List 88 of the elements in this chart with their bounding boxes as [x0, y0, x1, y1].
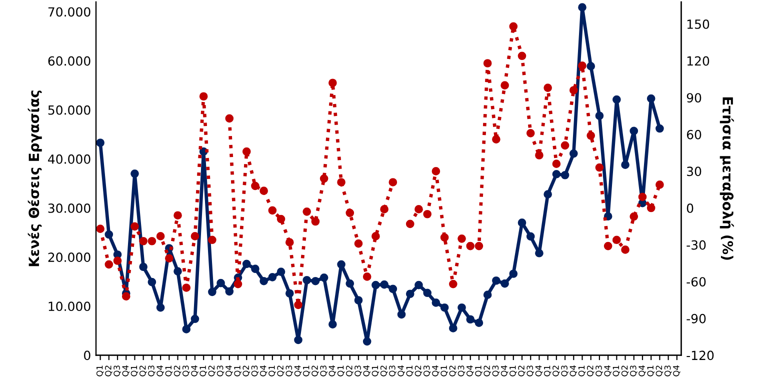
x-tick-label: Q1: [510, 366, 517, 376]
x-tick-label: Q3: [114, 366, 121, 376]
x-tick-label: Q4: [570, 365, 578, 376]
x-tick-label: Q2: [242, 366, 250, 376]
x-tick-label: Q2: [139, 366, 147, 376]
y2-tick-label: -120: [686, 350, 714, 360]
y2-tick-label: -30: [686, 240, 706, 250]
y-tick-label: 40.000: [48, 154, 90, 164]
x-tick-label: Q3: [458, 366, 466, 376]
x-tick-label: Q4: [604, 365, 612, 376]
x-tick-label: Q4: [294, 365, 302, 376]
y2-tick-label: 120: [687, 56, 710, 66]
x-tick-label: Q4: [122, 365, 130, 376]
x-tick-label: Q2: [277, 366, 284, 376]
x-tick-label: Q1: [440, 366, 448, 376]
x-tick-label: Q4: [191, 365, 198, 376]
y2-axis-title: Ετήσια μεταβολή (%): [720, 97, 734, 260]
x-tick-label: Q3: [423, 366, 431, 376]
x-tick-label: Q4: [398, 365, 405, 376]
x-tick-label: Q2: [518, 366, 526, 376]
y2-tick-label: -60: [686, 277, 706, 287]
y-tick-label: 50.000: [48, 105, 90, 115]
x-tick-label: Q1: [234, 366, 242, 376]
x-tick-label: Q3: [216, 366, 224, 376]
y-tick-label: 20.000: [48, 252, 90, 262]
y-tick-label: 0: [84, 350, 90, 360]
x-tick-label: Q3: [630, 366, 638, 376]
x-tick-label: Q4: [432, 365, 440, 376]
y2-tick-label: 30: [687, 166, 702, 176]
x-tick-label: Q3: [148, 366, 156, 376]
x-tick-label: Q2: [174, 366, 182, 376]
x-tick-label: Q3: [389, 366, 396, 376]
x-tick-label: Q1: [612, 366, 620, 376]
x-tick-label: Q1: [200, 366, 207, 376]
x-tick-label: Q1: [337, 366, 345, 376]
x-tick-label: Q4: [363, 365, 370, 376]
y2-tick-label: 0: [686, 203, 694, 213]
x-tick-label: Q1: [165, 366, 173, 376]
y-tick-label: 10.000: [48, 302, 90, 312]
x-tick-label: Q2: [621, 366, 629, 376]
x-tick-label: Q1: [544, 366, 552, 376]
x-tick-label: Q2: [346, 366, 354, 376]
x-tick-label: Q3: [664, 366, 672, 376]
x-tick-label: Q3: [320, 366, 328, 376]
x-tick-label: Q3: [182, 366, 190, 376]
x-tick-label: Q1: [475, 366, 482, 376]
x-tick-label: Q3: [561, 366, 568, 376]
x-tick-label: Q1: [130, 366, 138, 376]
x-tick-label: Q4: [535, 365, 543, 376]
x-tick-label: Q2: [449, 366, 457, 376]
x-tick-label: Q2: [414, 366, 422, 376]
x-tick-label: Q3: [354, 366, 362, 376]
y-tick-label: 30.000: [48, 203, 90, 213]
x-tick-label: Q2: [552, 366, 560, 376]
x-tick-label: Q2: [656, 366, 664, 376]
x-tick-label: Q4: [226, 365, 233, 376]
x-tick-label: Q3: [251, 366, 259, 376]
x-tick-label: Q4: [328, 365, 336, 376]
y-tick-label: 70.000: [48, 7, 90, 17]
y2-tick-label: -90: [686, 314, 706, 324]
x-tick-label: Q3: [286, 366, 294, 376]
x-tick-label: Q1: [406, 366, 414, 376]
x-tick-label: Q4: [466, 365, 474, 376]
x-tick-label: Q1: [96, 366, 104, 376]
x-tick-label: Q2: [208, 366, 216, 376]
x-tick-label: Q4: [156, 365, 164, 376]
x-tick-label: Q4: [260, 365, 268, 376]
x-tick-label: Q2: [586, 366, 594, 376]
x-tick-label: Q2: [105, 366, 112, 376]
x-tick-label: Q1: [578, 366, 586, 376]
x-tick-label: Q4: [500, 365, 508, 376]
x-tick-label: Q3: [596, 366, 603, 376]
y-tick-label: 60.000: [48, 56, 90, 66]
x-tick-label: Q1: [647, 366, 654, 376]
x-tick-label: Q4: [638, 365, 646, 376]
x-tick-label: Q1: [302, 366, 310, 376]
x-tick-label: Q2: [380, 366, 388, 376]
y2-tick-label: 90: [686, 93, 702, 103]
x-tick-label: Q1: [268, 366, 276, 376]
x-tick-label: Q3: [526, 366, 534, 376]
y2-tick-label: 60: [686, 130, 702, 140]
x-tick-label: Q2: [312, 366, 319, 376]
y2-tick-label: 150: [687, 19, 710, 29]
y-axis-title: Κενές Θέσεις Εργασίας: [28, 90, 42, 266]
x-tick-label: Q1: [372, 366, 380, 376]
x-tick-label: Q2: [484, 366, 491, 376]
x-tick-label: Q4: [673, 365, 680, 376]
x-tick-label: Q3: [492, 366, 500, 376]
